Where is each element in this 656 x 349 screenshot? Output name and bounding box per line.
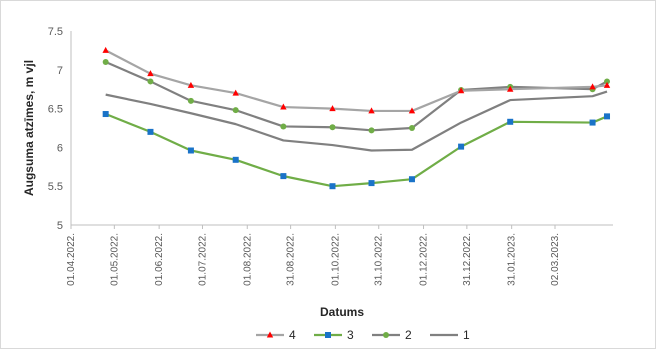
x-tick-label: 01.06.2022. bbox=[154, 233, 165, 286]
series-line-3 bbox=[105, 113, 608, 188]
series-line-4 bbox=[105, 49, 608, 113]
legend-item-1: 1 bbox=[430, 328, 470, 342]
data-point-3 bbox=[329, 183, 336, 190]
series-line-2 bbox=[105, 61, 608, 132]
data-point-4 bbox=[102, 46, 109, 53]
x-tick-label: 01.10.2022. bbox=[330, 233, 341, 286]
legend-item-3: 3 bbox=[314, 328, 354, 342]
series-layer bbox=[102, 46, 611, 190]
data-point-2 bbox=[368, 127, 375, 134]
data-point-2 bbox=[329, 124, 336, 131]
x-tick-label: 31.08.2022. bbox=[286, 233, 297, 286]
data-point-2 bbox=[408, 125, 415, 131]
y-tick-label: 7 bbox=[57, 65, 63, 77]
x-axis-title: Datums bbox=[320, 305, 364, 319]
data-point-3 bbox=[589, 119, 596, 126]
series-4 bbox=[102, 46, 611, 114]
series-1 bbox=[105, 90, 608, 152]
y-tick-label: 5.5 bbox=[48, 181, 63, 193]
x-tick-label: 31.01.2023. bbox=[507, 233, 518, 286]
data-point-3 bbox=[368, 180, 375, 187]
legend-item-2: 2 bbox=[372, 328, 412, 342]
data-point-4 bbox=[329, 105, 336, 112]
data-point-4 bbox=[280, 103, 287, 110]
legend-label: 3 bbox=[347, 328, 354, 342]
data-point-4 bbox=[408, 107, 416, 114]
y-tick-label: 6.5 bbox=[48, 104, 63, 116]
x-tick-label: 01.07.2022. bbox=[197, 233, 208, 286]
x-tick-label: 01.05.2022. bbox=[109, 233, 120, 286]
data-point-3 bbox=[280, 173, 287, 180]
data-point-4 bbox=[507, 85, 514, 92]
data-point-4 bbox=[147, 70, 154, 77]
data-point-3 bbox=[147, 128, 154, 135]
y-axis-title: Augsuma atzīmes, m vjl bbox=[22, 60, 36, 196]
data-point-3 bbox=[408, 176, 415, 183]
legend-item-4: 4 bbox=[256, 328, 296, 342]
data-point-3 bbox=[458, 143, 465, 150]
x-tick-label: 31.10.2022. bbox=[374, 233, 385, 286]
data-point-3 bbox=[604, 113, 611, 120]
data-point-2 bbox=[232, 107, 239, 114]
x-tick-label: 02.03.2023. bbox=[550, 233, 561, 286]
legend-label: 4 bbox=[289, 328, 296, 342]
legend: 4 3 2 1 bbox=[256, 328, 470, 342]
y-tick-label: 5 bbox=[57, 220, 63, 232]
x-tick-label: 01.08.2022. bbox=[242, 233, 253, 286]
data-point-2 bbox=[187, 97, 194, 104]
series-line-1 bbox=[105, 90, 608, 152]
data-point-4 bbox=[368, 107, 375, 114]
data-point-2 bbox=[604, 78, 611, 85]
legend-label: 1 bbox=[463, 328, 470, 342]
data-point-4 bbox=[589, 83, 596, 90]
data-point-3 bbox=[507, 118, 514, 125]
series-3 bbox=[102, 111, 611, 190]
y-tick-label: 6 bbox=[57, 142, 63, 154]
data-point-4 bbox=[187, 81, 195, 88]
legend-marker bbox=[383, 332, 389, 338]
y-tick-label: 7.5 bbox=[48, 26, 63, 38]
x-tick-label: 01.12.2022. bbox=[419, 233, 430, 286]
data-point-4 bbox=[603, 81, 611, 88]
data-point-3 bbox=[102, 111, 109, 118]
x-tick-label: 31.12.2022. bbox=[462, 233, 473, 286]
legend-marker bbox=[325, 332, 331, 338]
y-axis-ticks: 5 5.5 6 6.5 7 7.5 bbox=[48, 26, 63, 232]
data-point-4 bbox=[457, 87, 465, 94]
x-tick-label: 01.04.2022. bbox=[66, 233, 77, 286]
data-point-4 bbox=[232, 89, 239, 96]
data-point-2 bbox=[102, 59, 109, 66]
data-point-2 bbox=[280, 123, 287, 130]
plot-area bbox=[70, 31, 613, 226]
data-point-2 bbox=[147, 78, 154, 85]
x-axis-ticks: 01.04.2022. 01.05.2022. 01.06.2022. 01.07.2… bbox=[66, 225, 561, 286]
data-point-3 bbox=[187, 147, 194, 154]
legend-marker bbox=[266, 331, 274, 338]
legend-label: 2 bbox=[405, 328, 412, 342]
data-point-3 bbox=[232, 156, 239, 163]
